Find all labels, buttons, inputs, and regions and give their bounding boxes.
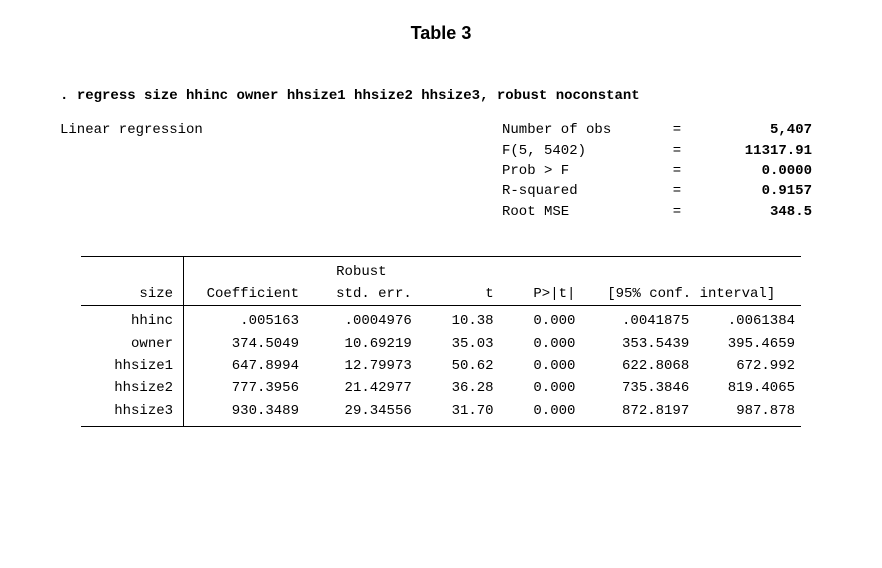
stat-eq: = (662, 202, 692, 222)
cell-t: 10.38 (418, 310, 500, 332)
cell-cil: 622.8068 (581, 355, 695, 377)
cell-t: 35.03 (418, 333, 500, 355)
stats-row: F(5, 5402) = 11317.91 (502, 141, 822, 161)
cell-se: 12.79973 (305, 355, 418, 377)
cell-p: 0.000 (500, 400, 582, 422)
stats-row: Root MSE = 348.5 (502, 202, 822, 222)
cell-cil: 872.8197 (581, 400, 695, 422)
cell-t: 31.70 (418, 400, 500, 422)
cell-cil: .0041875 (581, 310, 695, 332)
cell-p: 0.000 (500, 333, 582, 355)
stata-command-line: . regress size hhinc owner hhsize1 hhsiz… (60, 86, 822, 106)
stat-value: 11317.91 (692, 141, 812, 161)
cell-cih: 819.4065 (695, 377, 801, 399)
cell-se: 29.34556 (305, 400, 418, 422)
stat-eq: = (662, 161, 692, 181)
cell-se: 10.69219 (305, 333, 418, 355)
table-row: hhsize2 777.3956 21.42977 36.28 0.000 73… (81, 377, 801, 399)
cell-coef: 647.8994 (184, 355, 305, 377)
cell-coef: 374.5049 (184, 333, 305, 355)
stat-label: Root MSE (502, 202, 662, 222)
cell-cih: 395.4659 (695, 333, 801, 355)
col-se: std. err. (305, 283, 418, 306)
command-text: regress size hhinc owner hhsize1 hhsize2… (77, 88, 640, 104)
cell-coef: .005163 (184, 310, 305, 332)
stats-row: Number of obs = 5,407 (502, 120, 822, 140)
cell-se: 21.42977 (305, 377, 418, 399)
stat-value: 5,407 (692, 120, 812, 140)
table-title: Table 3 (60, 20, 822, 46)
regression-table: Robust size Coefficient std. err. t P>|t… (81, 256, 801, 427)
model-label: Linear regression (60, 120, 203, 221)
cell-cih: 987.878 (695, 400, 801, 422)
cell-cih: .0061384 (695, 310, 801, 332)
table-row: hhinc .005163 .0004976 10.38 0.000 .0041… (81, 310, 801, 332)
col-ci: [95% conf. interval] (581, 283, 801, 306)
cell-var: owner (81, 333, 184, 355)
cell-se: .0004976 (305, 310, 418, 332)
stat-label: Number of obs (502, 120, 662, 140)
table-header: size Coefficient std. err. t P>|t| [95% … (81, 283, 801, 306)
cell-coef: 777.3956 (184, 377, 305, 399)
stat-value: 348.5 (692, 202, 812, 222)
stat-label: Prob > F (502, 161, 662, 181)
cell-t: 36.28 (418, 377, 500, 399)
cell-var: hhsize1 (81, 355, 184, 377)
col-t: t (418, 283, 500, 306)
stats-row: Prob > F = 0.0000 (502, 161, 822, 181)
stat-value: 0.0000 (692, 161, 812, 181)
model-stats: Number of obs = 5,407 F(5, 5402) = 11317… (502, 120, 822, 221)
col-se-top: Robust (305, 261, 418, 283)
cell-coef: 930.3489 (184, 400, 305, 422)
stat-eq: = (662, 120, 692, 140)
stat-label: R-squared (502, 181, 662, 201)
command-prefix: . (60, 88, 77, 104)
col-depvar: size (81, 283, 184, 306)
cell-var: hhinc (81, 310, 184, 332)
cell-var: hhsize2 (81, 377, 184, 399)
cell-cil: 353.5439 (581, 333, 695, 355)
cell-p: 0.000 (500, 310, 582, 332)
cell-cil: 735.3846 (581, 377, 695, 399)
table-row: owner 374.5049 10.69219 35.03 0.000 353.… (81, 333, 801, 355)
stat-eq: = (662, 141, 692, 161)
cell-var: hhsize3 (81, 400, 184, 422)
stat-label: F(5, 5402) (502, 141, 662, 161)
cell-p: 0.000 (500, 355, 582, 377)
stats-row: R-squared = 0.9157 (502, 181, 822, 201)
cell-cih: 672.992 (695, 355, 801, 377)
table-header-top: Robust (81, 261, 801, 283)
table-row: hhsize3 930.3489 29.34556 31.70 0.000 87… (81, 400, 801, 422)
cell-p: 0.000 (500, 377, 582, 399)
table-row: hhsize1 647.8994 12.79973 50.62 0.000 62… (81, 355, 801, 377)
col-p: P>|t| (500, 283, 582, 306)
stat-eq: = (662, 181, 692, 201)
col-coef: Coefficient (184, 283, 305, 306)
stat-value: 0.9157 (692, 181, 812, 201)
cell-t: 50.62 (418, 355, 500, 377)
